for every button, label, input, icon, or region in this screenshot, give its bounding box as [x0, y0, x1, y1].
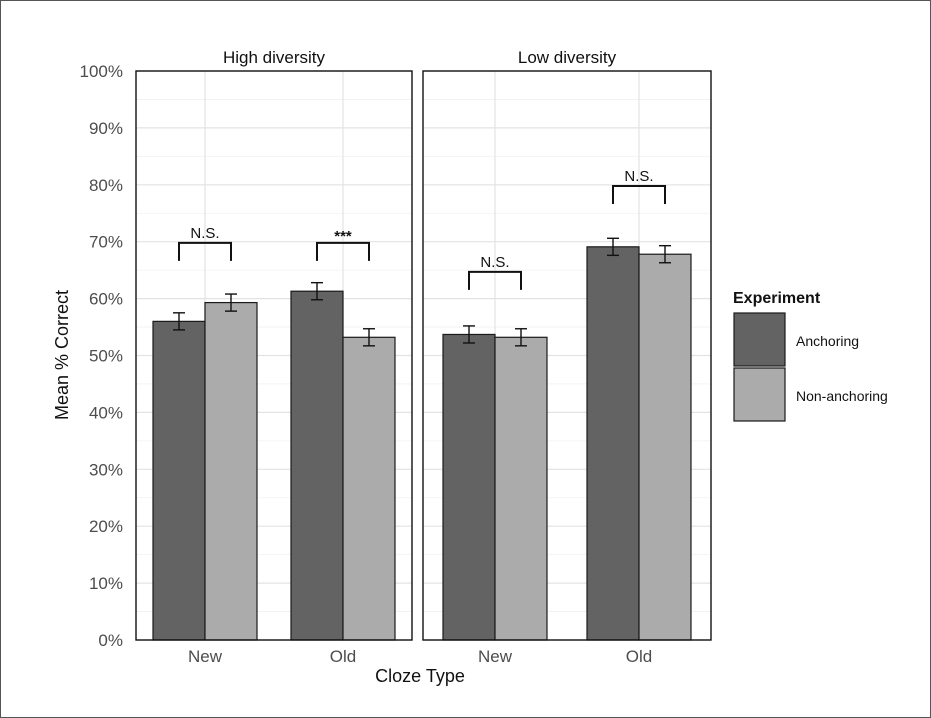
legend-title: Experiment [733, 290, 821, 307]
x-tick-label: New [478, 647, 513, 666]
bar [204, 301, 258, 641]
x-axis-title: Cloze Type [375, 666, 465, 686]
bar-layer [152, 237, 692, 641]
legend-label: Non-anchoring [796, 388, 888, 404]
x-tick-label: Old [330, 647, 356, 666]
y-tick-label: 70% [89, 233, 123, 252]
significance-bracket [612, 184, 666, 204]
y-tick-label: 0% [98, 631, 123, 650]
bar [152, 320, 206, 641]
y-tick-label: 40% [89, 403, 123, 422]
y-tick-label: 10% [89, 574, 123, 593]
panel-border [135, 70, 413, 641]
bar [442, 333, 496, 641]
axis-layer: 0% 10% 20% 30% 40% 50% 60% 70% 80% 90% 100% New Old N… [80, 62, 653, 666]
bar [494, 336, 548, 641]
y-tick-label: 20% [89, 517, 123, 536]
significance-bracket [316, 241, 370, 261]
legend-label: Anchoring [796, 333, 859, 349]
panel-border [422, 70, 712, 641]
significance-label: *** [334, 228, 352, 245]
significance-label: N.S. [190, 225, 219, 242]
legend-key [733, 367, 786, 422]
y-tick-label: 80% [89, 176, 123, 195]
y-tick-label: 90% [89, 119, 123, 138]
y-tick-label: 50% [89, 347, 123, 366]
legend-key [733, 312, 786, 367]
panel-title: High diversity [223, 48, 326, 67]
bar [586, 246, 640, 641]
significance-bracket [468, 270, 522, 290]
panel-layer: N.S. *** High diversity N.S. N.S. Low diversi… [135, 48, 712, 641]
significance-label: N.S. [480, 254, 509, 271]
significance-bracket [178, 241, 232, 261]
y-tick-label: 60% [89, 290, 123, 309]
significance-label: N.S. [624, 168, 653, 185]
bar [290, 290, 344, 641]
x-tick-label: Old [626, 647, 652, 666]
y-tick-label: 30% [89, 460, 123, 479]
panel-title: Low diversity [518, 48, 617, 67]
x-tick-label: New [188, 647, 223, 666]
legend: Experiment Anchoring Non-anchoring [733, 290, 888, 422]
bar [638, 253, 692, 641]
y-axis-title: Mean % Correct [52, 290, 72, 420]
bar [342, 336, 396, 641]
y-tick-label: 100% [80, 62, 123, 81]
